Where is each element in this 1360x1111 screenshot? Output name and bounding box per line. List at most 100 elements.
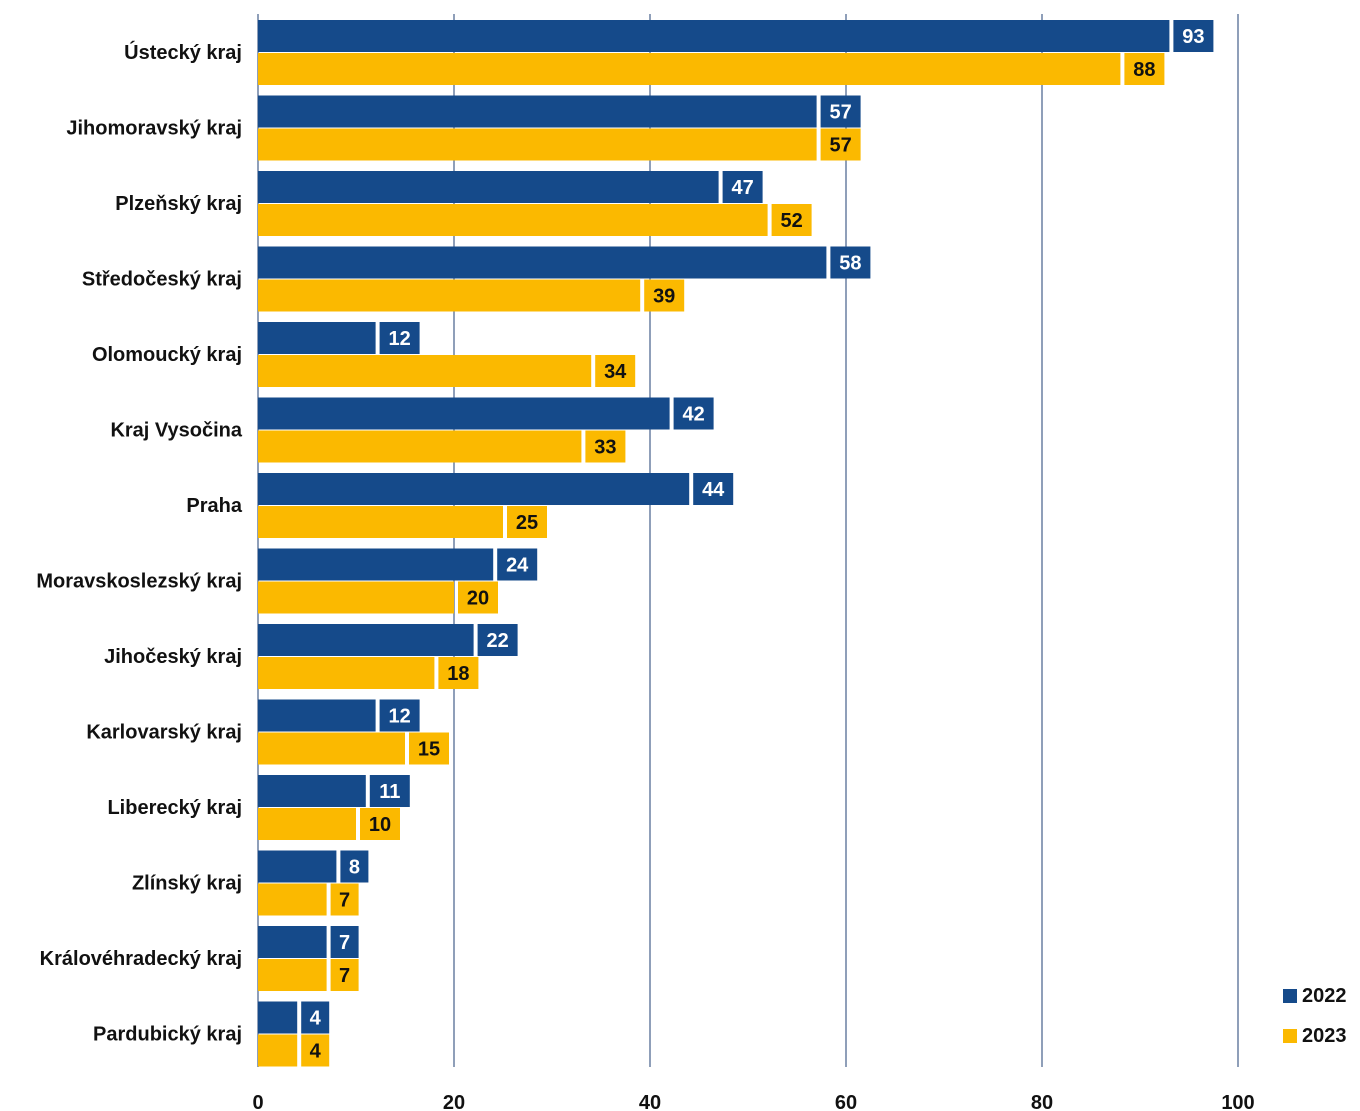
x-tick-label-60: 60 bbox=[835, 1092, 857, 1111]
bar-2023-kraj-vysocina bbox=[258, 430, 582, 463]
bar-2023-praha bbox=[258, 506, 503, 538]
value-label-2023-moravskoslezsky-kraj: 20 bbox=[467, 588, 489, 610]
value-label-2023-karlovarsky-kraj: 15 bbox=[418, 739, 440, 761]
value-label-box-2023-praha bbox=[507, 506, 547, 538]
bar-2022-ustecky-kraj bbox=[258, 20, 1170, 52]
bar-2023-karlovarsky-kraj bbox=[258, 732, 405, 765]
value-label-box-2022-praha bbox=[693, 473, 734, 505]
category-label-moravskoslezsky-kraj: Moravskoslezský kraj bbox=[36, 571, 242, 593]
x-tick-label-80: 80 bbox=[1031, 1092, 1053, 1111]
value-label-2023-jihocesky-kraj: 18 bbox=[447, 663, 469, 685]
category-label-karlovarsky-kraj: Karlovarský kraj bbox=[86, 722, 242, 744]
value-label-2023-stredocesky-kraj: 39 bbox=[653, 286, 675, 308]
bar-2022-plzensky-kraj bbox=[258, 171, 719, 203]
value-label-box-2022-plzensky-kraj bbox=[722, 171, 763, 203]
value-label-box-2022-pardubicky-kraj bbox=[301, 1001, 330, 1034]
category-label-kraj-vysocina: Kraj Vysočina bbox=[110, 420, 242, 442]
value-label-box-2022-jihomoravsky-kraj bbox=[820, 95, 861, 128]
x-tick-label-20: 20 bbox=[443, 1092, 465, 1111]
value-label-box-2023-kralovehradecky-kraj bbox=[330, 959, 359, 991]
value-label-2023-jihomoravsky-kraj: 57 bbox=[829, 135, 851, 157]
value-label-box-2022-kralovehradecky-kraj bbox=[330, 926, 359, 958]
value-label-box-2022-olomoucky-kraj bbox=[379, 322, 420, 354]
value-label-box-2022-karlovarsky-kraj bbox=[379, 699, 420, 732]
legend-swatch-2023 bbox=[1283, 1029, 1297, 1043]
legend: 2022 2023 bbox=[1283, 985, 1347, 1047]
bar-2023-zlinsky-kraj bbox=[258, 883, 327, 916]
bar-2023-pardubicky-kraj bbox=[258, 1034, 298, 1067]
value-label-2022-moravskoslezsky-kraj: 24 bbox=[506, 555, 529, 577]
value-label-box-2022-zlinsky-kraj bbox=[340, 850, 369, 883]
legend-label-2023: 2023 bbox=[1302, 1025, 1347, 1047]
category-label-stredocesky-kraj: Středočeský kraj bbox=[82, 269, 242, 291]
value-label-box-2023-jihocesky-kraj bbox=[438, 657, 479, 689]
value-label-box-2023-plzensky-kraj bbox=[771, 204, 812, 236]
value-label-2022-praha: 44 bbox=[702, 479, 725, 501]
category-label-ustecky-kraj: Ústecký kraj bbox=[124, 40, 242, 64]
category-label-liberecky-kraj: Liberecký kraj bbox=[107, 797, 242, 819]
bar-2023-plzensky-kraj bbox=[258, 204, 768, 236]
x-tick-label-0: 0 bbox=[252, 1092, 263, 1111]
value-label-2022-plzensky-kraj: 47 bbox=[731, 177, 753, 199]
value-label-box-2023-moravskoslezsky-kraj bbox=[458, 581, 498, 614]
value-label-2022-jihocesky-kraj: 22 bbox=[486, 630, 508, 652]
value-label-box-2022-kraj-vysocina bbox=[673, 397, 714, 430]
value-label-2023-pardubicky-kraj: 4 bbox=[310, 1041, 322, 1063]
value-label-2022-karlovarsky-kraj: 12 bbox=[388, 706, 410, 728]
value-label-2023-zlinsky-kraj: 7 bbox=[339, 890, 350, 912]
bars: 9388575747525839123442334425242022181215… bbox=[258, 20, 1214, 1067]
category-label-pardubicky-kraj: Pardubický kraj bbox=[93, 1024, 242, 1046]
value-label-2023-ustecky-kraj: 88 bbox=[1133, 59, 1155, 81]
x-axis-ticks: 0 20 40 60 80 100 bbox=[252, 1092, 1254, 1111]
value-label-box-2022-stredocesky-kraj bbox=[830, 246, 871, 279]
value-label-2023-plzensky-kraj: 52 bbox=[780, 210, 802, 232]
value-label-box-2022-liberecky-kraj bbox=[369, 775, 410, 807]
bar-2023-jihocesky-kraj bbox=[258, 657, 435, 689]
category-label-praha: Praha bbox=[186, 495, 242, 517]
value-label-box-2022-moravskoslezsky-kraj bbox=[497, 548, 538, 581]
bar-2023-liberecky-kraj bbox=[258, 808, 356, 840]
bar-2022-moravskoslezsky-kraj bbox=[258, 548, 494, 581]
bar-2022-jihomoravsky-kraj bbox=[258, 95, 817, 128]
value-label-box-2023-liberecky-kraj bbox=[360, 808, 400, 840]
bar-2023-stredocesky-kraj bbox=[258, 279, 641, 312]
value-label-box-2023-pardubicky-kraj bbox=[301, 1034, 330, 1067]
bar-2023-olomoucky-kraj bbox=[258, 355, 592, 387]
value-label-box-2023-ustecky-kraj bbox=[1124, 53, 1165, 85]
bar-2023-jihomoravsky-kraj bbox=[258, 128, 817, 161]
value-label-2022-zlinsky-kraj: 8 bbox=[349, 857, 360, 879]
category-label-olomoucky-kraj: Olomoucký kraj bbox=[92, 344, 242, 366]
bar-2022-olomoucky-kraj bbox=[258, 322, 376, 354]
value-label-2022-olomoucky-kraj: 12 bbox=[388, 328, 410, 350]
value-label-box-2022-ustecky-kraj bbox=[1173, 20, 1214, 52]
x-tick-label-40: 40 bbox=[639, 1092, 661, 1111]
value-label-2022-stredocesky-kraj: 58 bbox=[839, 253, 861, 275]
legend-swatch-2022 bbox=[1283, 989, 1297, 1003]
value-label-2022-pardubicky-kraj: 4 bbox=[310, 1008, 322, 1030]
value-label-2023-praha: 25 bbox=[516, 512, 538, 534]
value-label-2023-liberecky-kraj: 10 bbox=[369, 814, 391, 836]
value-label-2022-ustecky-kraj: 93 bbox=[1182, 26, 1204, 48]
category-label-jihomoravsky-kraj: Jihomoravský kraj bbox=[66, 118, 242, 140]
category-labels: Ústecký kraj Jihomoravský kraj Plzeňský kr… bbox=[36, 40, 243, 1046]
bar-2022-pardubicky-kraj bbox=[258, 1001, 298, 1034]
value-label-2022-jihomoravsky-kraj: 57 bbox=[829, 102, 851, 124]
bar-2022-jihocesky-kraj bbox=[258, 624, 474, 656]
bar-2022-stredocesky-kraj bbox=[258, 246, 827, 279]
bar-2022-kraj-vysocina bbox=[258, 397, 670, 430]
bar-2022-praha bbox=[258, 473, 690, 505]
bar-2023-kralovehradecky-kraj bbox=[258, 959, 327, 991]
x-tick-label-100: 100 bbox=[1221, 1092, 1254, 1111]
value-label-2022-kraj-vysocina: 42 bbox=[682, 404, 704, 426]
bar-2022-liberecky-kraj bbox=[258, 775, 366, 807]
value-label-2023-kraj-vysocina: 33 bbox=[594, 437, 616, 459]
value-label-2023-olomoucky-kraj: 34 bbox=[604, 361, 627, 383]
category-label-jihocesky-kraj: Jihočeský kraj bbox=[104, 646, 242, 668]
value-label-box-2023-karlovarsky-kraj bbox=[409, 732, 449, 765]
bar-2022-kralovehradecky-kraj bbox=[258, 926, 327, 958]
value-label-2023-kralovehradecky-kraj: 7 bbox=[339, 965, 350, 987]
value-label-2022-kralovehradecky-kraj: 7 bbox=[339, 932, 350, 954]
value-label-2022-liberecky-kraj: 11 bbox=[379, 781, 400, 803]
